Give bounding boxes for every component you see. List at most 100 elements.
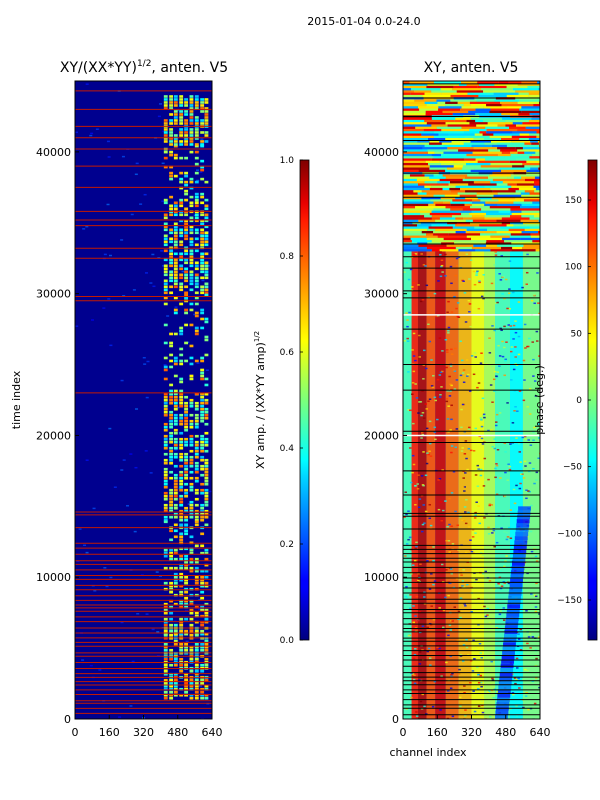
amplitude-block <box>204 632 209 636</box>
phase-speckle <box>406 319 409 321</box>
phase-speckle <box>445 398 449 400</box>
amplitude-block <box>204 122 209 125</box>
phase-speckle <box>414 503 417 506</box>
amplitude-block <box>179 362 184 366</box>
phase-streak <box>469 212 487 216</box>
phase-speckle <box>428 588 432 590</box>
phase-speckle <box>410 696 413 699</box>
phase-speckle <box>483 380 487 383</box>
amplitude-block <box>169 165 174 169</box>
amplitude-block <box>163 240 168 244</box>
amplitude-block <box>184 122 189 125</box>
amplitude-colorbar-tick-label: 0.8 <box>280 252 295 262</box>
phase-speckle <box>533 380 537 382</box>
phase-speckle <box>522 466 525 469</box>
phase-speckle <box>427 647 431 650</box>
amplitude-block <box>200 326 205 330</box>
phase-streak <box>433 135 465 139</box>
amplitude-block <box>184 416 189 420</box>
phase-streak <box>403 94 423 98</box>
phase-streak <box>463 130 480 134</box>
amplitude-block <box>184 587 189 591</box>
phase-streak <box>433 230 456 234</box>
amplitude-block <box>163 693 168 697</box>
amplitude-block <box>189 611 194 615</box>
amplitude-block <box>189 419 194 423</box>
amplitude-block <box>204 548 209 552</box>
phase-speckle <box>531 680 535 683</box>
phase-speckle <box>464 511 467 513</box>
phase-drift <box>499 676 513 681</box>
amplitude-block <box>189 678 194 682</box>
phase-streak <box>462 208 482 211</box>
phase-speckle <box>459 340 462 343</box>
phase-speckle <box>464 714 467 717</box>
phase-speckle <box>411 393 414 395</box>
phase-speckle <box>411 382 415 384</box>
amplitude-speckle <box>160 250 164 252</box>
amplitude-block <box>189 231 194 235</box>
phase-streak <box>473 244 487 247</box>
phase-streak <box>480 198 499 202</box>
phase-speckle <box>458 668 461 671</box>
phase-speckle <box>495 541 499 544</box>
phase-streak <box>521 194 540 197</box>
phase-speckle <box>425 462 429 465</box>
phase-speckle <box>506 536 510 538</box>
phase-streak <box>425 160 440 163</box>
phase-speckle <box>434 438 437 441</box>
amplitude-block <box>204 639 209 643</box>
phase-streak <box>431 124 448 127</box>
amplitude-block <box>173 639 178 643</box>
amplitude-block <box>169 529 174 533</box>
amplitude-block <box>189 681 194 685</box>
phase-streak <box>512 130 537 134</box>
amplitude-block <box>169 395 174 399</box>
phase-speckle <box>491 679 495 681</box>
phase-speckle <box>491 677 494 680</box>
phase-speckle <box>505 538 509 541</box>
phase-column <box>495 251 511 719</box>
phase-streak <box>421 230 434 234</box>
phase-streak <box>529 112 540 116</box>
amplitude-block <box>204 642 209 646</box>
amplitude-block <box>204 180 209 184</box>
amplitude-speckle <box>198 608 202 611</box>
amplitude-speckle <box>90 132 94 135</box>
amplitude-block <box>179 515 184 519</box>
amplitude-block <box>173 174 178 178</box>
phase-streak <box>403 210 432 213</box>
phase-speckle <box>490 583 494 586</box>
phase-speckle <box>425 367 428 370</box>
amplitude-block <box>184 311 189 315</box>
amplitude-block <box>169 599 174 603</box>
amplitude-block <box>173 110 178 113</box>
amplitude-block <box>163 566 168 570</box>
phase-speckle <box>448 497 451 500</box>
amplitude-block <box>169 416 174 420</box>
phase-drift <box>518 506 531 511</box>
phase-speckle <box>468 311 471 313</box>
phase-streak <box>506 85 528 89</box>
phase-speckle <box>513 390 517 392</box>
phase-speckle <box>461 372 465 374</box>
phase-speckle <box>423 705 426 708</box>
amplitude-xtick-label: 160 <box>99 726 120 739</box>
amplitude-block <box>169 663 174 667</box>
amplitude-block <box>204 291 209 295</box>
amplitude-block <box>179 389 184 393</box>
phase-speckle <box>450 282 453 285</box>
phase-streak <box>418 183 449 186</box>
phase-streak <box>521 203 540 207</box>
amplitude-block <box>194 231 199 235</box>
phase-ytick-label: 30000 <box>364 288 399 301</box>
amplitude-block <box>184 599 189 603</box>
amplitude-speckle <box>156 631 160 633</box>
phase-speckle <box>455 265 459 267</box>
amplitude-block <box>204 131 209 134</box>
phase-speckle <box>447 332 450 334</box>
phase-speckle <box>412 422 415 425</box>
phase-streak <box>435 219 466 222</box>
phase-speckle <box>464 472 467 474</box>
amplitude-block <box>179 648 184 652</box>
